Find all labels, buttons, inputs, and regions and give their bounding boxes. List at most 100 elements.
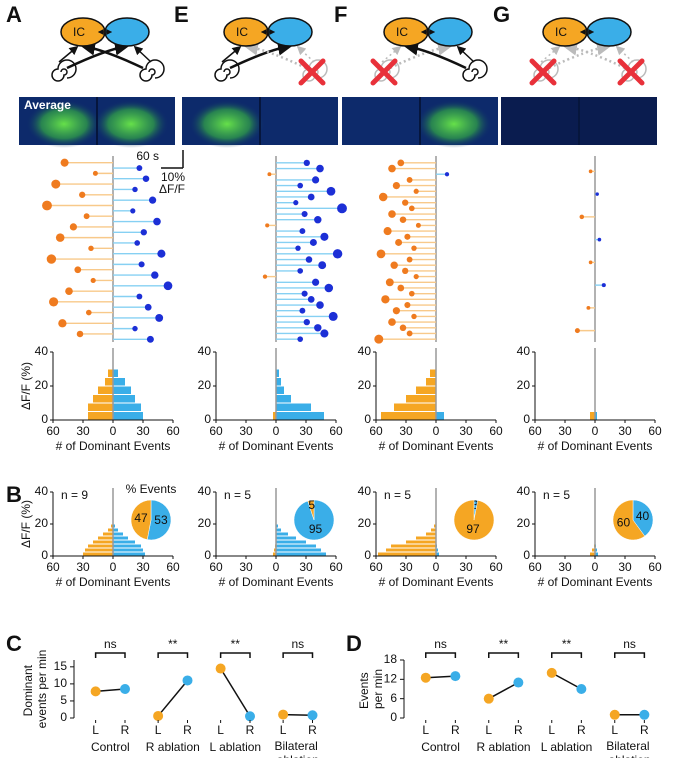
x-tick-label: 60: [329, 560, 343, 574]
event-dot: [408, 205, 415, 212]
cochlea: [462, 59, 488, 82]
significance-bracket: [157, 652, 189, 658]
histogram-bar: [436, 548, 438, 552]
event-dot: [597, 237, 602, 242]
histogram-bar: [276, 548, 321, 552]
x-tick-label: 60: [648, 424, 662, 438]
event-dot: [151, 271, 159, 279]
x-tick-label: 0: [273, 424, 280, 438]
significance-label: ns: [104, 637, 117, 651]
y-tick-label: 0: [204, 548, 211, 562]
significance-label: ns: [623, 637, 636, 651]
y-tick-label: 40: [358, 344, 372, 358]
event-dot: [314, 216, 322, 224]
significance-bracket: [282, 652, 314, 658]
x-tick-label: 60: [46, 424, 60, 438]
event-dot: [574, 328, 580, 334]
event-dot: [130, 208, 136, 214]
event-dot: [415, 222, 421, 228]
event-dot: [316, 301, 324, 309]
event-dot: [262, 274, 268, 279]
event-dot: [155, 313, 164, 322]
significance-bracket: [219, 652, 251, 658]
x-tick-label: 60: [489, 424, 503, 438]
event-dot: [267, 172, 272, 177]
event-dot: [378, 192, 388, 202]
event-dot: [601, 283, 606, 288]
mean-line: [157, 679, 189, 717]
histogram-bar: [276, 386, 284, 394]
histogram-bar: [276, 528, 281, 532]
event-dot: [397, 284, 405, 292]
x-tick-label: 30: [399, 424, 413, 438]
x-axis-label: # of Dominant Events: [56, 439, 171, 453]
mean-line: [551, 672, 582, 690]
x-tick-label: 30: [136, 424, 150, 438]
y-tick-label: 0: [60, 710, 67, 724]
event-dot: [326, 186, 336, 196]
projection-arrow: [615, 45, 634, 63]
projection-arrow: [243, 40, 307, 70]
event-dot: [303, 318, 310, 326]
mean-dot: [182, 675, 193, 686]
projection-arrow: [221, 45, 242, 63]
mean-dot: [120, 684, 130, 694]
pie-slice: [146, 499, 172, 541]
event-dot: [332, 249, 343, 259]
x-tick-label: 30: [558, 560, 572, 574]
event-dot: [58, 319, 67, 328]
event-dot: [85, 309, 92, 316]
histogram-bar: [378, 552, 436, 556]
x-tick-label: 30: [299, 424, 313, 438]
histogram-bar: [113, 524, 115, 528]
event-dot: [406, 256, 413, 263]
ablation-x: [298, 58, 326, 86]
category-label: Bilateral ablation: [606, 739, 653, 758]
histogram-bar: [113, 528, 118, 532]
activity-glow: [189, 100, 265, 148]
projection-arrow: [296, 45, 315, 63]
event-dot: [404, 233, 411, 240]
event-dot: [132, 186, 138, 193]
histogram-bar: [108, 528, 113, 532]
histogram-bar: [83, 552, 113, 556]
pie-slice: [612, 499, 646, 541]
histogram-bar: [590, 412, 595, 420]
event-dot: [413, 188, 419, 194]
event-dot: [157, 249, 166, 258]
y-tick-label: 20: [358, 378, 372, 392]
histogram-bar: [103, 532, 113, 536]
image-label: Average: [24, 98, 71, 112]
x-tick-label: 0: [592, 560, 599, 574]
significance-label: ns: [291, 637, 304, 651]
histogram-bar: [273, 552, 276, 556]
pie-label: 3: [472, 498, 479, 512]
event-dot: [413, 273, 419, 280]
projection-arrow: [381, 45, 402, 63]
histogram-bar: [276, 412, 324, 420]
histogram-bar: [406, 395, 436, 403]
event-dot: [79, 191, 86, 198]
y-tick-label: 10: [54, 676, 68, 690]
event-dot: [402, 199, 409, 206]
y-tick-label: 40: [35, 344, 49, 358]
y-axis-label-line: events per min: [35, 650, 49, 729]
pie-title: % Events: [126, 482, 177, 496]
category-label: R ablation: [146, 740, 200, 754]
y-tick-label: 18: [384, 652, 398, 666]
histogram-bar: [113, 536, 128, 540]
x-tick-label: R: [121, 723, 130, 737]
pie-label: 97: [466, 522, 480, 536]
event-dot: [312, 278, 320, 286]
y-tick-label: 20: [35, 516, 49, 530]
x-tick-label: R: [514, 723, 523, 737]
x-tick-label: L: [217, 723, 224, 737]
event-dot: [307, 295, 315, 303]
histogram-bar: [592, 548, 595, 552]
y-tick-label: 20: [517, 516, 531, 530]
pie-label: 40: [636, 509, 650, 523]
x-tick-label: 30: [399, 560, 413, 574]
event-dot: [312, 176, 320, 184]
cochlea: [374, 59, 400, 82]
significance-label: **: [562, 637, 572, 651]
